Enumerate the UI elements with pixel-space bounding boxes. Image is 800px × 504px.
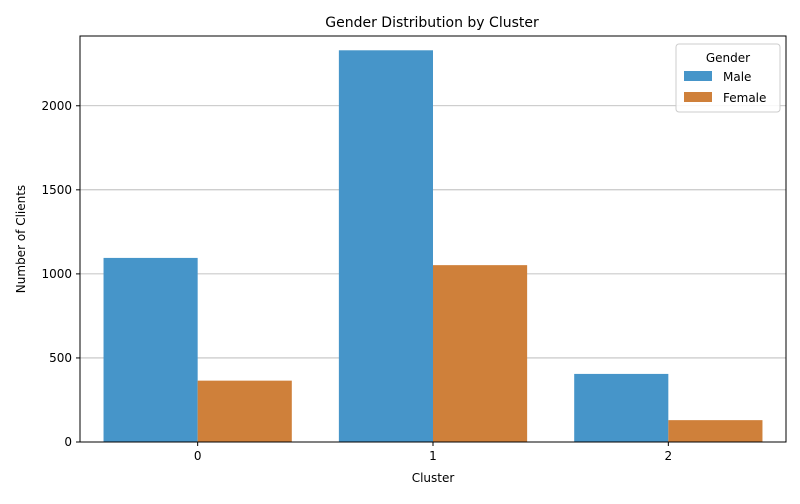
x-tick-label: 2 — [665, 449, 673, 463]
bar-female-cluster-0 — [197, 380, 292, 442]
legend: Gender Male Female — [675, 43, 781, 113]
bars — [103, 50, 763, 442]
legend-label-female: Female — [723, 91, 766, 105]
bar-male-cluster-0 — [103, 257, 198, 442]
y-axis-title: Number of Clients — [14, 185, 28, 293]
chart-title: Gender Distribution by Cluster — [325, 15, 539, 31]
y-tick-label: 0 — [64, 435, 72, 449]
legend-title: Gender — [706, 51, 750, 65]
y-axis: 0 500 1000 1500 2000 — [41, 99, 80, 449]
bar-female-cluster-1 — [433, 265, 528, 442]
legend-swatch-female — [684, 92, 712, 102]
legend-label-male: Male — [723, 70, 751, 84]
y-tick-label: 1500 — [41, 183, 72, 197]
legend-swatch-male — [684, 71, 712, 81]
y-tick-label: 2000 — [41, 99, 72, 113]
bar-male-cluster-1 — [338, 50, 433, 442]
y-tick-label: 500 — [49, 351, 72, 365]
bar-female-cluster-2 — [668, 420, 763, 442]
y-tick-label: 1000 — [41, 267, 72, 281]
bar-male-cluster-2 — [574, 373, 669, 442]
x-axis: 0 1 2 — [194, 442, 672, 463]
x-axis-title: Cluster — [412, 471, 455, 485]
x-tick-label: 1 — [429, 449, 437, 463]
x-tick-label: 0 — [194, 449, 202, 463]
